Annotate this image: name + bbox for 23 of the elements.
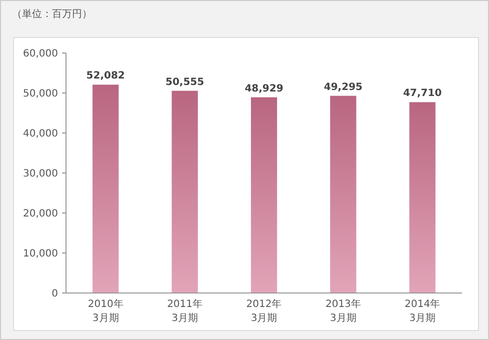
x-tick-label: 2011年 3月期 xyxy=(167,298,203,324)
y-tick-label: 50,000 xyxy=(23,88,58,100)
data-label: 50,555 xyxy=(166,76,204,88)
bar xyxy=(330,96,356,293)
x-tick-label: 2014年 3月期 xyxy=(404,298,440,324)
bar xyxy=(409,102,436,293)
x-tick-label: 2012年 3月期 xyxy=(246,298,282,324)
bar xyxy=(92,84,119,293)
y-tick-label: 60,000 xyxy=(23,48,58,60)
data-label: 52,082 xyxy=(86,70,125,82)
y-tick-label: 10,000 xyxy=(23,248,58,260)
y-tick-label: 0 xyxy=(52,288,58,300)
chart-title: （単位：百万円） xyxy=(12,8,92,20)
x-tick-label: 2013年 3月期 xyxy=(325,298,361,324)
y-tick-label: 20,000 xyxy=(23,208,58,220)
data-label: 48,929 xyxy=(244,83,284,94)
y-tick-label: 30,000 xyxy=(23,168,58,180)
data-label: 47,710 xyxy=(403,88,442,100)
x-tick-label: 2010年 3月期 xyxy=(88,298,124,324)
data-label: 49,295 xyxy=(324,82,363,93)
bar xyxy=(172,90,198,293)
bar xyxy=(250,97,278,293)
y-tick-label: 40,000 xyxy=(23,128,58,140)
